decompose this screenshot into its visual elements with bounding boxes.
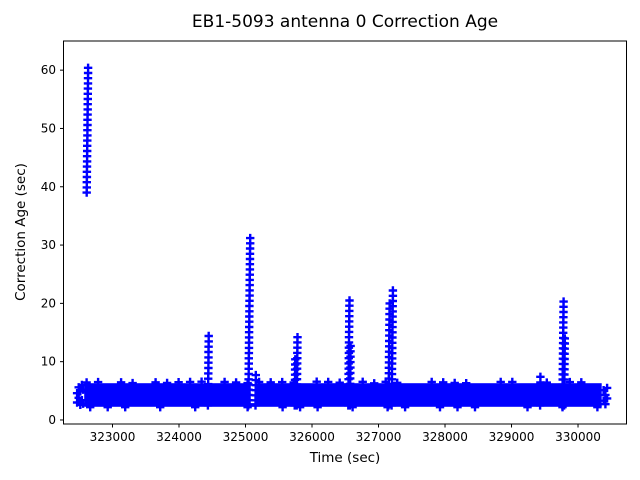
band-core — [84, 383, 602, 407]
scatter-markers — [72, 63, 612, 412]
y-tick-label: 60 — [41, 63, 56, 77]
y-tick-label: 50 — [41, 121, 56, 135]
x-tick-label: 323000 — [90, 430, 136, 444]
y-tick-label: 10 — [41, 355, 56, 369]
axis-ticks — [60, 69, 579, 428]
y-tick-label: 30 — [41, 238, 56, 252]
axes-background — [63, 41, 627, 424]
axes-frame — [63, 40, 627, 425]
x-tick-label: 326000 — [289, 430, 335, 444]
x-tick-label: 327000 — [356, 430, 402, 444]
axis-tick-labels: 323000 324000 325000 326000 327000 328000 3290… — [41, 63, 601, 444]
band-edge-markers — [72, 377, 612, 412]
x-tick-label: 324000 — [156, 430, 202, 444]
x-tick-label: 325000 — [223, 430, 269, 444]
y-tick-label: 40 — [41, 180, 56, 194]
x-axis-label: Time (sec) — [309, 450, 381, 466]
x-tick-label: 329000 — [489, 430, 535, 444]
ramp-markers — [82, 63, 569, 410]
x-tick-label: 328000 — [422, 430, 468, 444]
band-dropout-gap — [250, 382, 256, 404]
x-tick-label: 330000 — [555, 430, 601, 444]
baseline-band — [84, 382, 602, 407]
y-tick-label: 20 — [41, 296, 56, 310]
y-tick-label: 0 — [48, 413, 56, 427]
chart-title: EB1-5093 antenna 0 Correction Age — [191, 12, 499, 32]
